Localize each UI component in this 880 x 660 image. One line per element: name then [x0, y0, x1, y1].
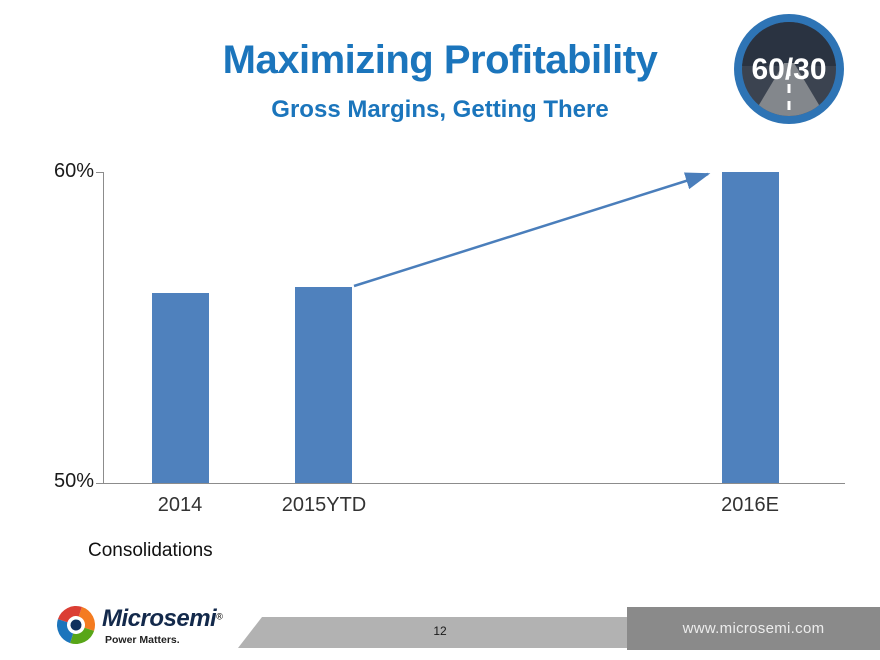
consolidations-note: Consolidations: [88, 540, 213, 561]
website-url: www.microsemi.com: [682, 620, 825, 637]
bar-2016e: [722, 172, 779, 483]
x-axis-label-2016e: 2016E: [721, 494, 779, 516]
y-axis-line: [103, 172, 104, 483]
x-axis-line: [103, 483, 845, 484]
registered-mark: ®: [216, 611, 223, 622]
goal-badge-60-30: 60/30: [733, 13, 845, 125]
bar-2015ytd: [295, 287, 352, 483]
badge-label: 60/30: [751, 53, 826, 86]
y-axis-label-50: 50%: [53, 470, 94, 492]
y-axis-label-60: 60%: [53, 160, 94, 182]
logo-wordmark: Microsemi: [102, 605, 217, 632]
page-number: 12: [433, 624, 447, 638]
bar-2014: [152, 293, 209, 483]
road-sign-icon: 60/30: [734, 14, 844, 124]
website-box: www.microsemi.com: [627, 607, 880, 650]
y-axis-tick-60: [96, 172, 103, 173]
slide-subtitle: Gross Margins, Getting There: [271, 96, 609, 123]
microsemi-logo: Microsemi® Power Matters.: [56, 605, 223, 646]
plot-area: [0, 172, 880, 483]
microsemi-logo-icon: [57, 606, 95, 644]
x-axis-label-2015ytd: 2015YTD: [281, 494, 367, 516]
y-axis-tick-50: [96, 483, 103, 484]
x-axis-label-2014: 2014: [157, 494, 203, 516]
slide-title: Maximizing Profitability: [222, 38, 658, 82]
logo-tagline: Power Matters.: [105, 634, 180, 646]
